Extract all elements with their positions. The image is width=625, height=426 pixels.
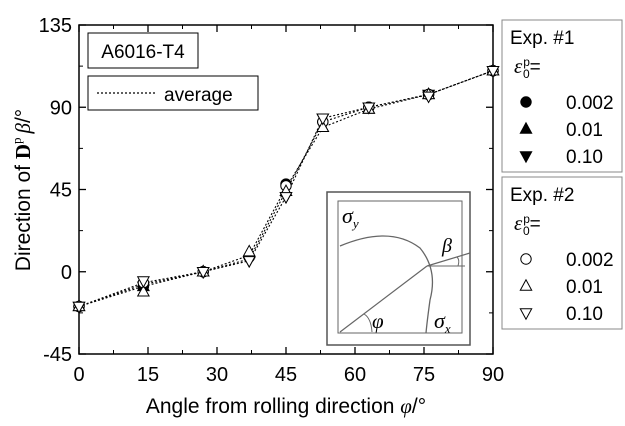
legend-exp1-markers (519, 96, 533, 164)
legend-exp2-title: Exp. #2 (510, 185, 574, 206)
x-tick-label: 90 (482, 364, 504, 386)
legend-exp1-entry-2: 0.01 (566, 120, 603, 141)
inset-phi: φ (372, 309, 384, 333)
phi-direction-line (339, 265, 428, 333)
legend-exp2-epsilon: εp 0= (514, 211, 541, 238)
legend-marker-open-triangle-up (519, 278, 533, 291)
data-point-open-triangle-up (242, 244, 256, 257)
axis-ticks (78, 24, 494, 355)
material-label-box (87, 32, 199, 69)
inset-diagram: σy σx β φ (326, 191, 471, 346)
legend-marker-filled-triangle-down (519, 151, 533, 164)
beta-normal-arrow (426, 252, 471, 267)
data-point-open-triangle-down (136, 276, 150, 289)
legend-exp1-entry-1: 0.002 (566, 93, 614, 114)
legend-exp2-box (501, 176, 623, 330)
inset-inner-frame (337, 200, 463, 334)
data-point-open-triangle-down (486, 65, 500, 78)
legend-marker-filled-circle (520, 96, 532, 108)
x-tick-label: 45 (275, 364, 297, 386)
y-tick-label: 90 (50, 97, 72, 119)
x-axis-label: Angle from rolling direction φ/° (146, 394, 426, 418)
legend-exp2-entry-1: 0.002 (566, 250, 614, 271)
y-tick-label: -45 (43, 344, 72, 366)
average-line (78, 70, 494, 307)
data-point-open-triangle-down (362, 102, 376, 115)
data-point-open-triangle-down (196, 267, 210, 279)
legend-marker-filled-triangle-up (519, 121, 533, 134)
data-point-open-triangle-up (316, 120, 330, 133)
x-tick-label: 30 (206, 364, 228, 386)
y-tick-label: 0 (61, 262, 72, 284)
y-tick-label: 135 (39, 15, 72, 37)
legend-exp2: Exp. #2 εp 0= 0.002 0.01 0.10 (501, 176, 623, 330)
x-tick-label: 15 (137, 364, 159, 386)
legend-marker-open-triangle-down (519, 308, 533, 321)
material-label: A6016-T4 (101, 42, 185, 63)
legend-exp1: Exp. #1 εp 0= 0.002 0.01 0.10 (501, 19, 623, 173)
data-markers (72, 63, 500, 314)
data-point-open-triangle-down (279, 192, 293, 205)
x-tick-label: 60 (344, 364, 366, 386)
phi-arc (363, 313, 373, 333)
legend-exp2-entry-3: 0.10 (566, 304, 603, 325)
inset-beta: β (441, 235, 452, 257)
data-point-open-triangle-down (72, 301, 86, 314)
legend-exp1-epsilon: εp 0= (514, 54, 541, 81)
legend-exp1-box (501, 19, 623, 173)
legend-exp2-entry-2: 0.01 (566, 277, 603, 298)
average-legend-box (87, 75, 259, 111)
data-point-open-triangle-up (136, 284, 150, 297)
data-point-open-triangle-down (422, 91, 436, 104)
average-line (78, 70, 494, 307)
x-tick-label: 75 (413, 364, 435, 386)
y-tick-label: 45 (50, 180, 72, 202)
data-point-open-triangle-down (242, 256, 256, 269)
beta-arc (456, 256, 460, 267)
average-legend-label: average (164, 85, 233, 106)
legend-exp2-markers (519, 253, 533, 321)
inset-sigma-x: σx (434, 308, 451, 336)
y-axis-label: Direction of Dpβ/° (9, 109, 35, 271)
legend-exp1-entry-3: 0.10 (566, 147, 603, 168)
inset-sigma-y: σy (342, 203, 359, 231)
legend-marker-open-circle (520, 253, 532, 265)
data-point-open-triangle-down (316, 113, 330, 126)
x-tick-label: 0 (73, 364, 84, 386)
legend-exp1-title: Exp. #1 (510, 28, 574, 49)
